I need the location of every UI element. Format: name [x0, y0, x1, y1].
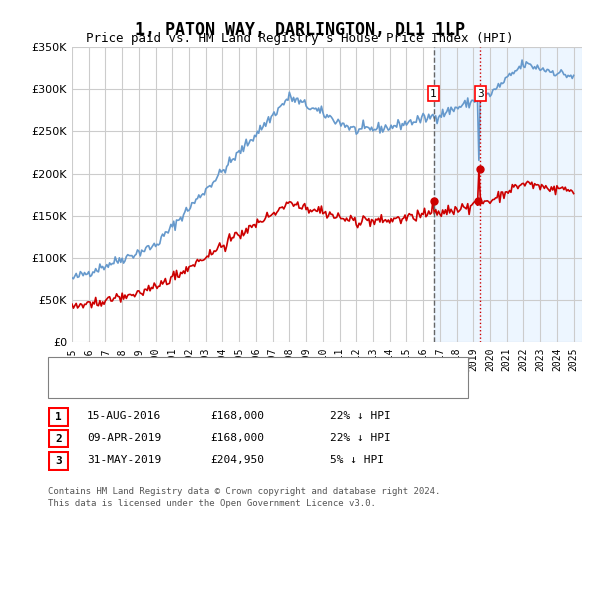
Text: 2: 2 — [55, 434, 62, 444]
Bar — [434, 47, 582, 342]
Text: 31-MAY-2019: 31-MAY-2019 — [87, 455, 161, 465]
Text: £204,950: £204,950 — [210, 455, 264, 465]
Text: 1: 1 — [430, 88, 437, 99]
Text: 09-APR-2019: 09-APR-2019 — [87, 433, 161, 442]
Text: 22% ↓ HPI: 22% ↓ HPI — [330, 411, 391, 421]
Text: Contains HM Land Registry data © Crown copyright and database right 2024.: Contains HM Land Registry data © Crown c… — [48, 487, 440, 496]
Text: 3: 3 — [477, 88, 484, 99]
Text: 5% ↓ HPI: 5% ↓ HPI — [330, 455, 384, 465]
Text: 22% ↓ HPI: 22% ↓ HPI — [330, 433, 391, 442]
Text: This data is licensed under the Open Government Licence v3.0.: This data is licensed under the Open Gov… — [48, 499, 376, 507]
Text: Price paid vs. HM Land Registry's House Price Index (HPI): Price paid vs. HM Land Registry's House … — [86, 32, 514, 45]
Text: HPI: Average price, detached house, Darlington: HPI: Average price, detached house, Darl… — [114, 380, 401, 389]
Text: 1, PATON WAY, DARLINGTON, DL1 1LP: 1, PATON WAY, DARLINGTON, DL1 1LP — [135, 21, 465, 39]
FancyBboxPatch shape — [49, 453, 68, 470]
FancyBboxPatch shape — [49, 408, 68, 425]
Text: 1, PATON WAY, DARLINGTON, DL1 1LP (detached house): 1, PATON WAY, DARLINGTON, DL1 1LP (detac… — [114, 364, 427, 373]
Text: 1: 1 — [55, 412, 62, 422]
Text: £168,000: £168,000 — [210, 411, 264, 421]
Text: 15-AUG-2016: 15-AUG-2016 — [87, 411, 161, 421]
Text: 3: 3 — [55, 456, 62, 466]
Text: £168,000: £168,000 — [210, 433, 264, 442]
FancyBboxPatch shape — [49, 430, 68, 447]
